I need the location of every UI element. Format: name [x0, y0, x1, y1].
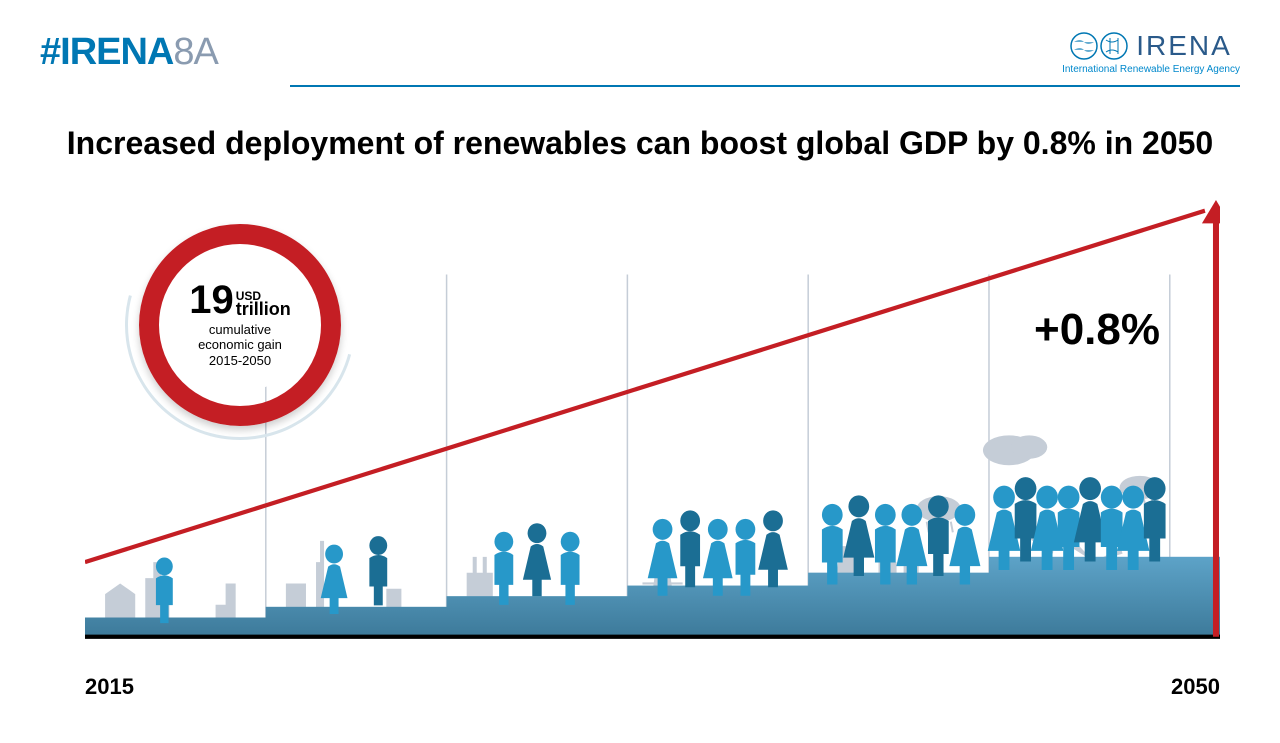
growth-label: +0.8%: [1034, 305, 1160, 355]
hashtag: #IRENA8A: [40, 31, 218, 74]
callout-subtext: cumulative economic gain 2015-2050: [198, 322, 282, 369]
callout-circle: 19 USD trillion cumulative economic gain…: [125, 210, 355, 440]
callout-number: 19: [189, 282, 234, 318]
header-divider: [290, 85, 1240, 87]
x-start-label: 2015: [85, 674, 134, 700]
globe-icon: [1100, 32, 1128, 60]
x-end-label: 2050: [1171, 674, 1220, 700]
header: #IRENA8A IRENA International Renewable E…: [0, 0, 1280, 85]
globe-icons: [1070, 32, 1128, 60]
irena-logo: IRENA International Renewable Energy Age…: [1062, 30, 1240, 75]
hashtag-text: #IRENA: [40, 31, 173, 73]
globe-icon: [1070, 32, 1098, 60]
chart-area: 19 USD trillion cumulative economic gain…: [85, 200, 1220, 658]
hashtag-suffix: 8A: [173, 31, 217, 73]
x-axis-labels: 2015 2050: [85, 674, 1220, 700]
logo-text: IRENA: [1136, 30, 1232, 62]
callout-content: 19 USD trillion cumulative economic gain…: [173, 258, 307, 392]
callout-unit: trillion: [236, 301, 291, 317]
logo-tagline: International Renewable Energy Agency: [1062, 64, 1240, 75]
page-title: Increased deployment of renewables can b…: [0, 125, 1280, 162]
